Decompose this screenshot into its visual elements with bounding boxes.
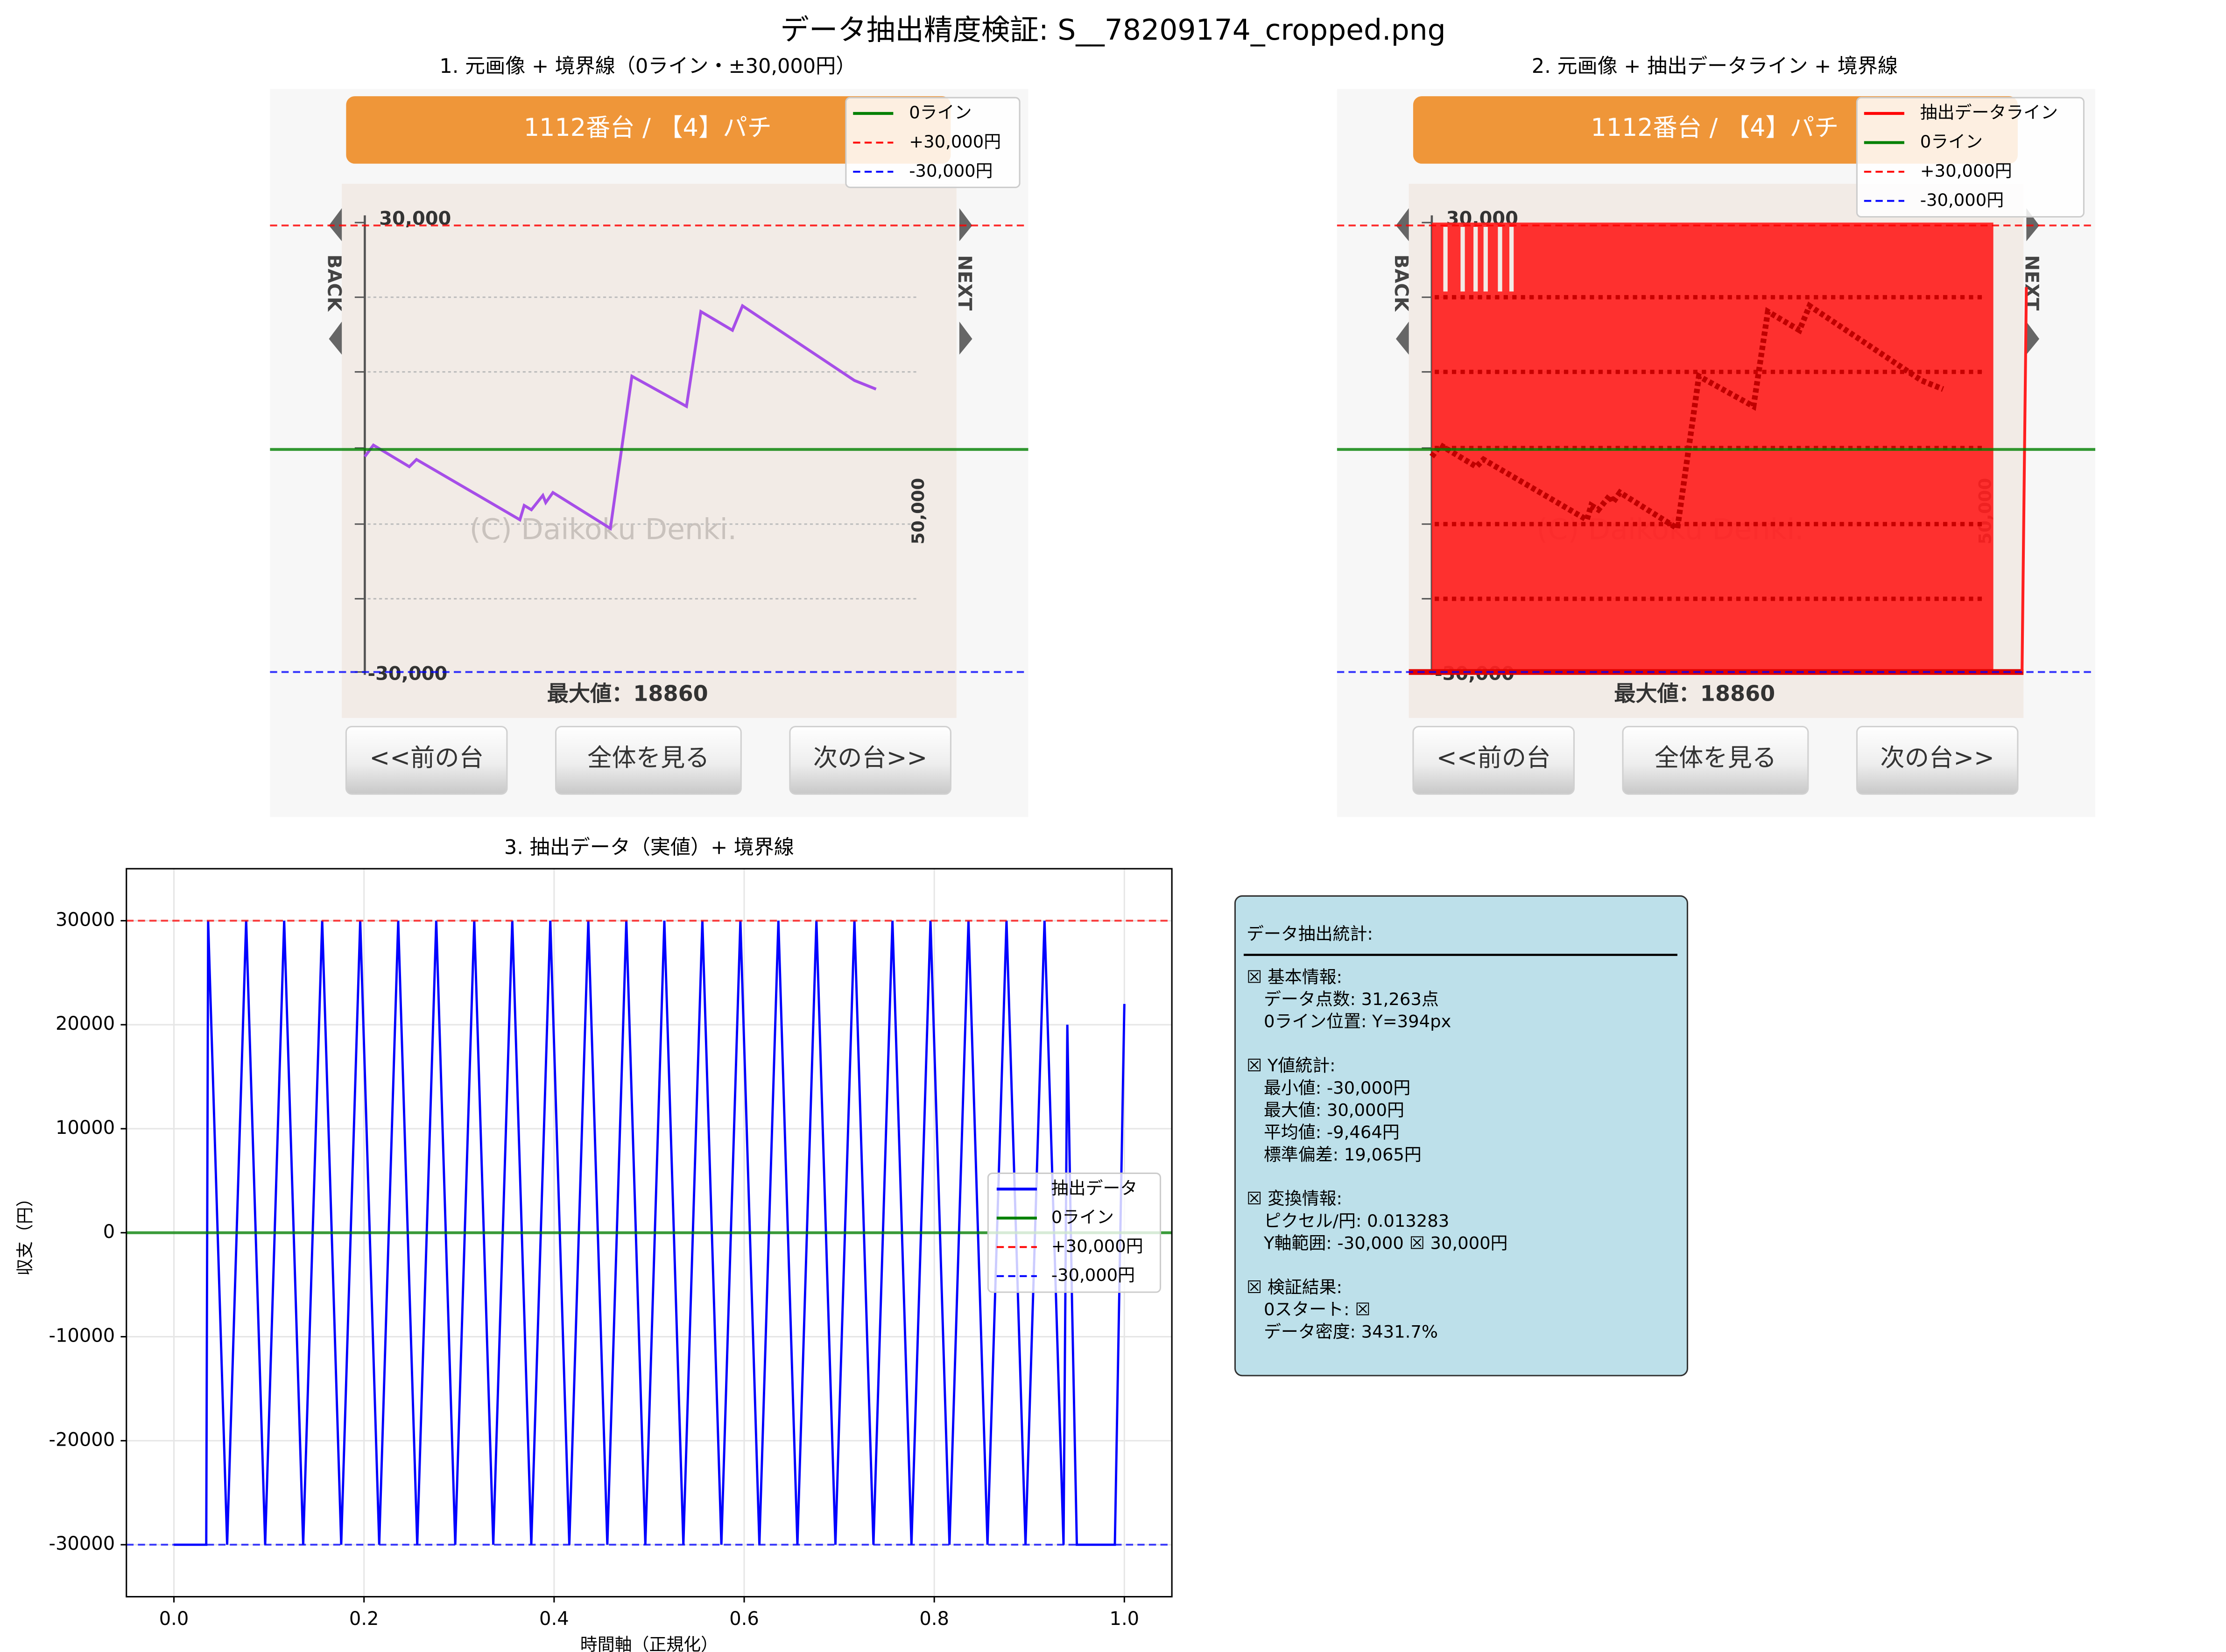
extracted-edge <box>2021 287 2028 672</box>
next-arrow <box>959 322 972 355</box>
nav-button-label: 全体を見る <box>1655 744 1776 772</box>
header-text: 1112番台 / 【4】パチ <box>1591 113 1839 142</box>
x-tick-label: 0.6 <box>729 1608 759 1630</box>
x-tick-label: 1.0 <box>1110 1608 1140 1630</box>
y-axis-label: 収支（円） <box>15 1190 35 1276</box>
figure-title: データ抽出精度検証: S__78209174_cropped.png <box>780 13 1445 47</box>
y-tick-label: 10000 <box>56 1117 115 1139</box>
legend-box <box>1856 97 2085 218</box>
legend-label: 0ライン <box>1920 132 1983 152</box>
watermark: (C) Daikoku Denki. <box>470 513 737 546</box>
nav-button <box>789 725 951 795</box>
panel-title: 1. 元画像 + 境界線（0ライン・±30,000円） <box>439 55 856 78</box>
stats-section-title: ☒ 検証結果: <box>1247 1277 1342 1297</box>
stats-line: データ点数: 31,263点 <box>1264 989 1439 1009</box>
back-label: BACK <box>1390 254 1412 312</box>
graph-area <box>342 183 957 718</box>
next-label: NEXT <box>954 255 975 311</box>
legend-label: 抽出データ <box>1051 1178 1138 1198</box>
x-axis-label: 時間軸（正規化） <box>580 1635 718 1652</box>
legend-label: -30,000円 <box>1920 190 2004 210</box>
stats-section-title: ☒ Y値統計: <box>1247 1055 1336 1076</box>
header-bar <box>346 96 951 164</box>
extracted-trace <box>1429 301 1944 534</box>
x-tick-label: 0.4 <box>539 1608 569 1630</box>
max-label: 最大値：18860 <box>1614 681 1775 706</box>
x-tick-label: 0.2 <box>349 1608 379 1630</box>
nav-button <box>1622 725 1809 795</box>
chart-title: 3. 抽出データ（実値）+ 境界線 <box>504 836 794 859</box>
extracted-gap <box>1443 227 1448 292</box>
back-arrow <box>329 322 342 355</box>
extracted-gap <box>1498 227 1502 292</box>
stats-line: 0スタート: ☒ <box>1264 1300 1370 1320</box>
legend-box <box>987 1172 1162 1293</box>
data-line <box>174 921 1126 1546</box>
axes-frame <box>126 868 1173 1598</box>
nav-button-label: <<前の台 <box>1437 744 1550 772</box>
stats-line: 標準偏差: 19,065円 <box>1264 1145 1422 1165</box>
panel-title: 2. 元画像 + 抽出データライン + 境界線 <box>1532 55 1898 78</box>
nav-button-label: 次の台>> <box>1880 744 1994 772</box>
nav-button <box>345 725 508 795</box>
stats-line: データ密度: 3431.7% <box>1264 1322 1438 1342</box>
image-bottom-label: -30,000 <box>368 663 448 685</box>
stats-line: 0ライン位置: Y=394px <box>1264 1012 1451 1032</box>
nav-button-label: 全体を見る <box>587 744 709 772</box>
legend-box <box>845 97 1021 188</box>
y-tick-label: -30000 <box>49 1533 115 1554</box>
legend-label: 0ライン <box>1051 1207 1114 1227</box>
legend-label: 0ライン <box>909 103 972 123</box>
legend-label: +30,000円 <box>1051 1236 1143 1256</box>
stats-line: ピクセル/円: 0.013283 <box>1264 1211 1449 1231</box>
next-arrow <box>2026 322 2040 355</box>
extracted-gap <box>1460 227 1465 292</box>
stats-box <box>1234 895 1688 1377</box>
stats-line: 最大値: 30,000円 <box>1264 1100 1404 1120</box>
x-tick-label: 0.0 <box>159 1608 189 1630</box>
back-arrow <box>1395 208 1409 241</box>
y-tick-label: 0 <box>103 1221 115 1243</box>
nav-button <box>555 725 742 795</box>
nav-button <box>1412 725 1575 795</box>
back-label: BACK <box>324 254 345 312</box>
extracted-gap <box>1509 227 1514 292</box>
next-label: NEXT <box>2021 255 2043 311</box>
legend-label: +30,000円 <box>1920 161 2012 181</box>
extracted-gap <box>1473 227 1478 292</box>
legend-label: -30,000円 <box>909 161 993 181</box>
header-text: 1112番台 / 【4】パチ <box>524 113 772 142</box>
back-arrow <box>329 208 342 241</box>
image-line <box>363 303 877 531</box>
max-label: 最大値：18860 <box>547 681 708 706</box>
x-tick-label: 0.8 <box>919 1608 949 1630</box>
legend-label: +30,000円 <box>909 132 1001 152</box>
y-tick-label: 30000 <box>56 909 115 930</box>
nav-button <box>1856 725 2019 795</box>
stats-line: 平均値: -9,464円 <box>1264 1122 1400 1142</box>
stats-heading: データ抽出統計: <box>1247 924 1373 944</box>
y-tick-label: -10000 <box>49 1325 115 1347</box>
legend-label: 抽出データライン <box>1920 103 2058 123</box>
stats-section-title: ☒ 変換情報: <box>1247 1188 1342 1209</box>
nav-button-label: <<前の台 <box>369 744 483 772</box>
stats-line: Y軸範囲: -30,000 ☒ 30,000円 <box>1263 1233 1507 1253</box>
back-arrow <box>1395 322 1409 355</box>
stats-line: 最小値: -30,000円 <box>1264 1078 1410 1098</box>
y-tick-label: 20000 <box>56 1013 115 1034</box>
y-tick-label: -20000 <box>49 1429 115 1450</box>
stats-section-title: ☒ 基本情報: <box>1247 967 1342 987</box>
extracted-gap <box>1483 227 1488 292</box>
image-right-label: 50,000 <box>908 478 928 544</box>
nav-button-label: 次の台>> <box>813 744 927 772</box>
legend-label: -30,000円 <box>1051 1265 1135 1285</box>
